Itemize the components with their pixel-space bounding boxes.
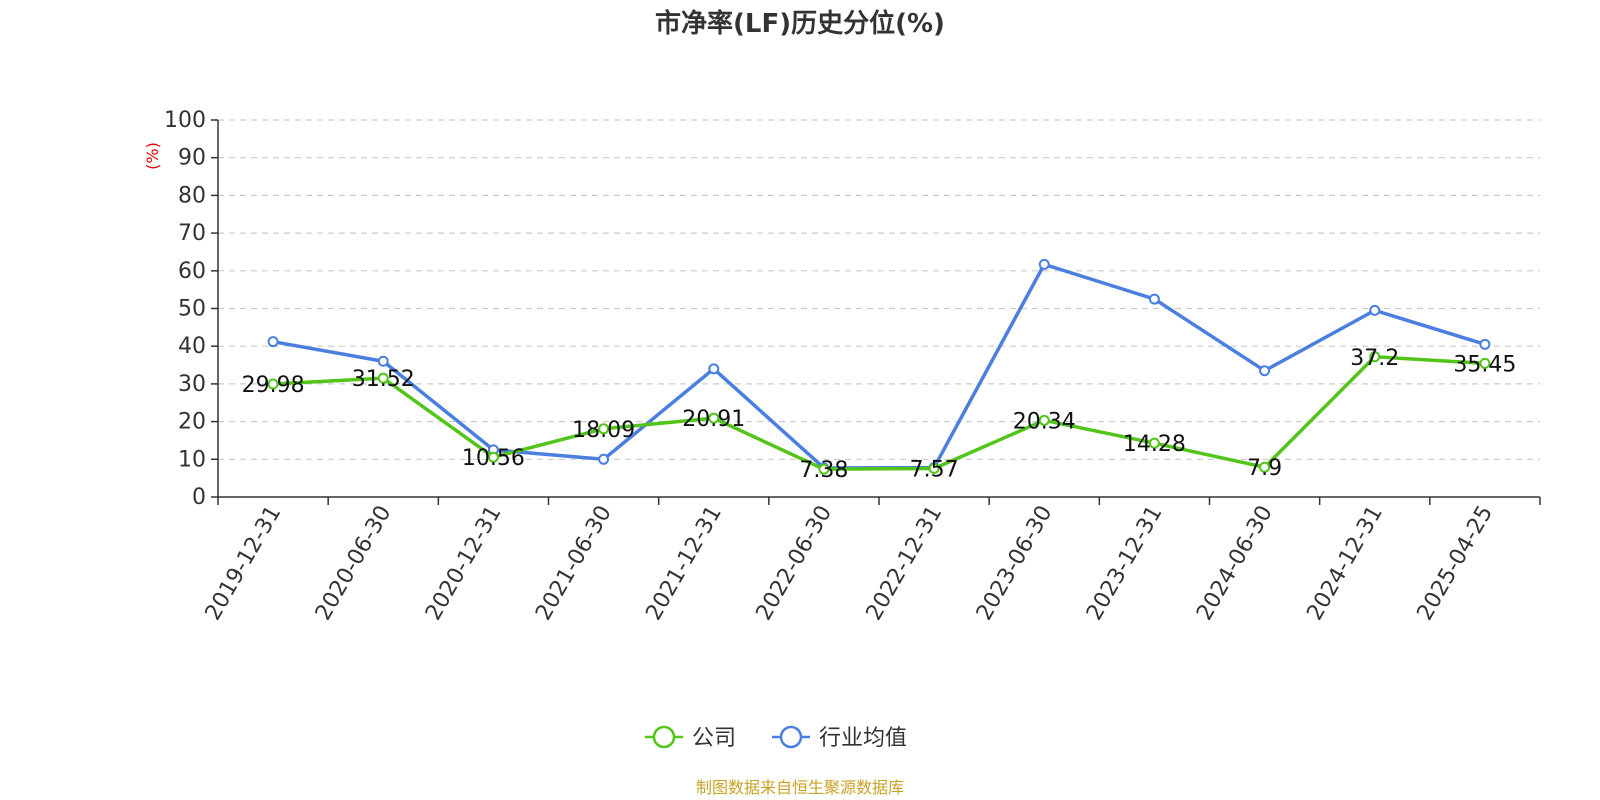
legend-item-company[interactable]: 公司 (645, 725, 736, 751)
data-label: 35.45 (1453, 352, 1516, 377)
x-tick-label: 2024-12-31 (1302, 502, 1388, 625)
y-tick-label: 30 (178, 372, 206, 397)
data-label-layer: 29.98 31.52 10.56 18.09 20.91 7.38 7.57 20.34 14… (242, 346, 1517, 483)
data-point[interactable] (267, 336, 279, 348)
data-point[interactable] (708, 363, 720, 375)
data-point[interactable] (267, 378, 279, 390)
data-label: 20.34 (1013, 409, 1076, 434)
data-point[interactable] (1259, 461, 1271, 473)
data-point[interactable] (1038, 258, 1050, 270)
data-point[interactable] (598, 423, 610, 435)
x-tick-label: 2020-06-30 (311, 502, 397, 625)
data-label: 29.98 (242, 373, 305, 398)
y-tick-label: 80 (178, 183, 206, 208)
y-tick-label: 10 (178, 447, 206, 472)
legend-label: 行业均值 (819, 726, 907, 751)
legend-marker-icon (779, 725, 803, 749)
data-label: 18.09 (572, 418, 635, 443)
data-label: 37.2 (1350, 346, 1399, 371)
data-point[interactable] (1259, 365, 1271, 377)
x-tick-label: 2023-06-30 (972, 502, 1058, 625)
data-label: 31.52 (352, 367, 415, 392)
source-note: 制图数据来自恒生聚源数据库 (696, 778, 904, 797)
data-point[interactable] (487, 451, 499, 463)
data-point[interactable] (1369, 351, 1381, 363)
data-label: 7.9 (1247, 456, 1282, 481)
y-tick-label: 70 (178, 221, 206, 246)
data-point[interactable] (928, 462, 940, 474)
data-label: 7.57 (910, 457, 959, 482)
grid-layer (218, 119, 1540, 460)
data-label: 7.38 (799, 458, 848, 483)
x-tick-label: 2022-12-31 (862, 502, 948, 625)
data-label: 14.28 (1123, 432, 1186, 457)
data-point[interactable] (1038, 414, 1050, 426)
series-line-company (272, 355, 1486, 471)
data-label: 20.91 (682, 407, 745, 432)
data-point[interactable] (1148, 293, 1160, 305)
data-point[interactable] (1479, 357, 1491, 369)
data-point[interactable] (377, 355, 389, 367)
y-tick-label: 50 (178, 297, 206, 322)
data-point[interactable] (708, 412, 720, 424)
data-point[interactable] (1369, 304, 1381, 316)
y-tick-label: 0 (192, 485, 206, 510)
data-point[interactable] (598, 453, 610, 465)
x-tick-label: 2025-04-25 (1413, 502, 1499, 625)
series-layer (267, 258, 1491, 475)
x-tick-label: 2022-06-30 (752, 502, 838, 625)
x-tick-label: 2020-12-31 (421, 502, 507, 625)
x-tick-label: 2023-12-31 (1082, 502, 1168, 625)
series-line-industry-average (272, 262, 1486, 470)
legend: 公司 行业均值 (645, 725, 907, 751)
legend-marker-icon (652, 725, 676, 749)
y-tick-label: 60 (178, 259, 206, 284)
y-tick-label: 40 (178, 334, 206, 359)
y-tick-label: 100 (164, 108, 206, 133)
x-tick-label: 2021-06-30 (531, 502, 617, 625)
legend-item-industry-average[interactable]: 行业均值 (772, 725, 907, 751)
y-axis-unit-label: (%) (143, 142, 162, 170)
x-tick-label: 2024-06-30 (1192, 502, 1278, 625)
x-tick-label: 2019-12-31 (201, 502, 287, 625)
data-point[interactable] (1479, 338, 1491, 350)
y-tick-label: 90 (178, 146, 206, 171)
data-point[interactable] (377, 372, 389, 384)
x-tick-label: 2021-12-31 (641, 502, 727, 625)
data-point[interactable] (1148, 437, 1160, 449)
data-point[interactable] (818, 463, 830, 475)
chart-title: 市净率(LF)历史分位(%) (655, 8, 945, 39)
legend-label: 公司 (692, 726, 736, 751)
y-tick-label: 20 (178, 410, 206, 435)
data-label: 10.56 (462, 446, 525, 471)
